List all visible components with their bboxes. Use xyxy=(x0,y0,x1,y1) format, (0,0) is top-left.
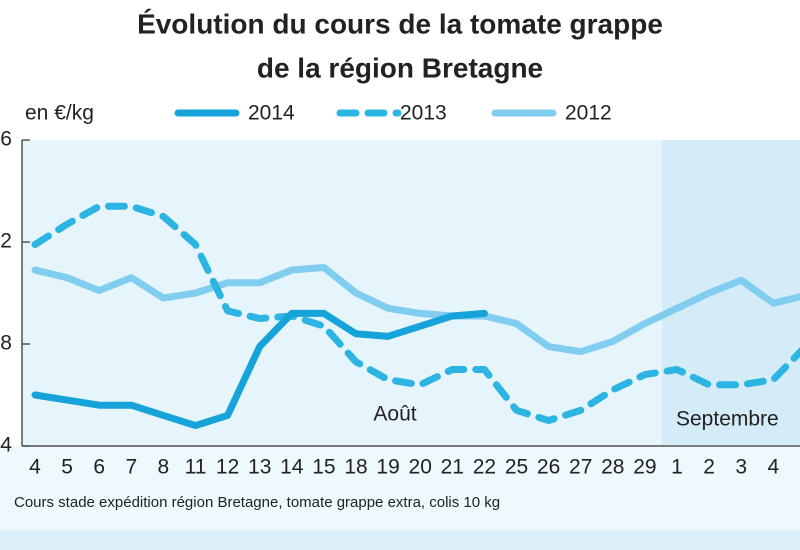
x-tick-label: 29 xyxy=(633,456,656,479)
annotation: Septembre xyxy=(676,408,779,431)
chart-title: de la région Bretagne xyxy=(257,52,543,83)
x-tick-label: 15 xyxy=(312,456,335,479)
x-tick-label: 2 xyxy=(703,456,715,479)
x-tick-label: 1 xyxy=(671,456,683,479)
series-line xyxy=(31,309,488,430)
x-tick-label: 7 xyxy=(125,456,137,479)
x-tick-label: 19 xyxy=(376,456,399,479)
x-tick-label: 4 xyxy=(767,456,779,479)
x-tick-label: 18 xyxy=(344,456,367,479)
bottom-strip xyxy=(0,530,800,550)
x-tick-label: 4 xyxy=(29,456,41,479)
x-tick-label: 14 xyxy=(280,456,304,479)
series-line xyxy=(31,264,800,356)
x-tick-label: 12 xyxy=(216,456,239,479)
x-tick-label: 5 xyxy=(61,456,73,479)
legend-label: 2013 xyxy=(400,102,447,125)
x-tick-label: 25 xyxy=(505,456,528,479)
x-tick-label: 13 xyxy=(248,456,271,479)
x-tick-label: 8 xyxy=(158,456,170,479)
y-tick-label: 0,4 xyxy=(0,434,12,457)
x-tick-label: 28 xyxy=(601,456,624,479)
plot-lines xyxy=(31,202,800,430)
y-axis-label: en €/kg xyxy=(25,102,94,125)
source-note: Cours stade expédition région Bretagne, … xyxy=(14,494,500,511)
axis-area xyxy=(0,446,800,530)
y-tick-label: 0,8 xyxy=(0,332,12,355)
x-tick-label: 6 xyxy=(93,456,105,479)
x-tick-label: 21 xyxy=(441,456,464,479)
x-tick-label: 27 xyxy=(569,456,592,479)
series-line xyxy=(31,202,800,424)
y-tick-label: 1,6 xyxy=(0,128,12,151)
x-tick-label: 26 xyxy=(537,456,560,479)
x-tick-label: 3 xyxy=(735,456,747,479)
x-tick-label: 20 xyxy=(409,456,432,479)
y-tick-label: 1,2 xyxy=(0,230,12,253)
x-tick-label: 22 xyxy=(473,456,496,479)
legend-label: 2012 xyxy=(565,102,612,125)
x-tick-label: 11 xyxy=(185,456,207,479)
annotation: Août xyxy=(373,403,416,426)
month-band xyxy=(662,140,800,446)
legend-label: 2014 xyxy=(248,102,295,125)
chart-title: Évolution du cours de la tomate grappe xyxy=(137,8,663,39)
